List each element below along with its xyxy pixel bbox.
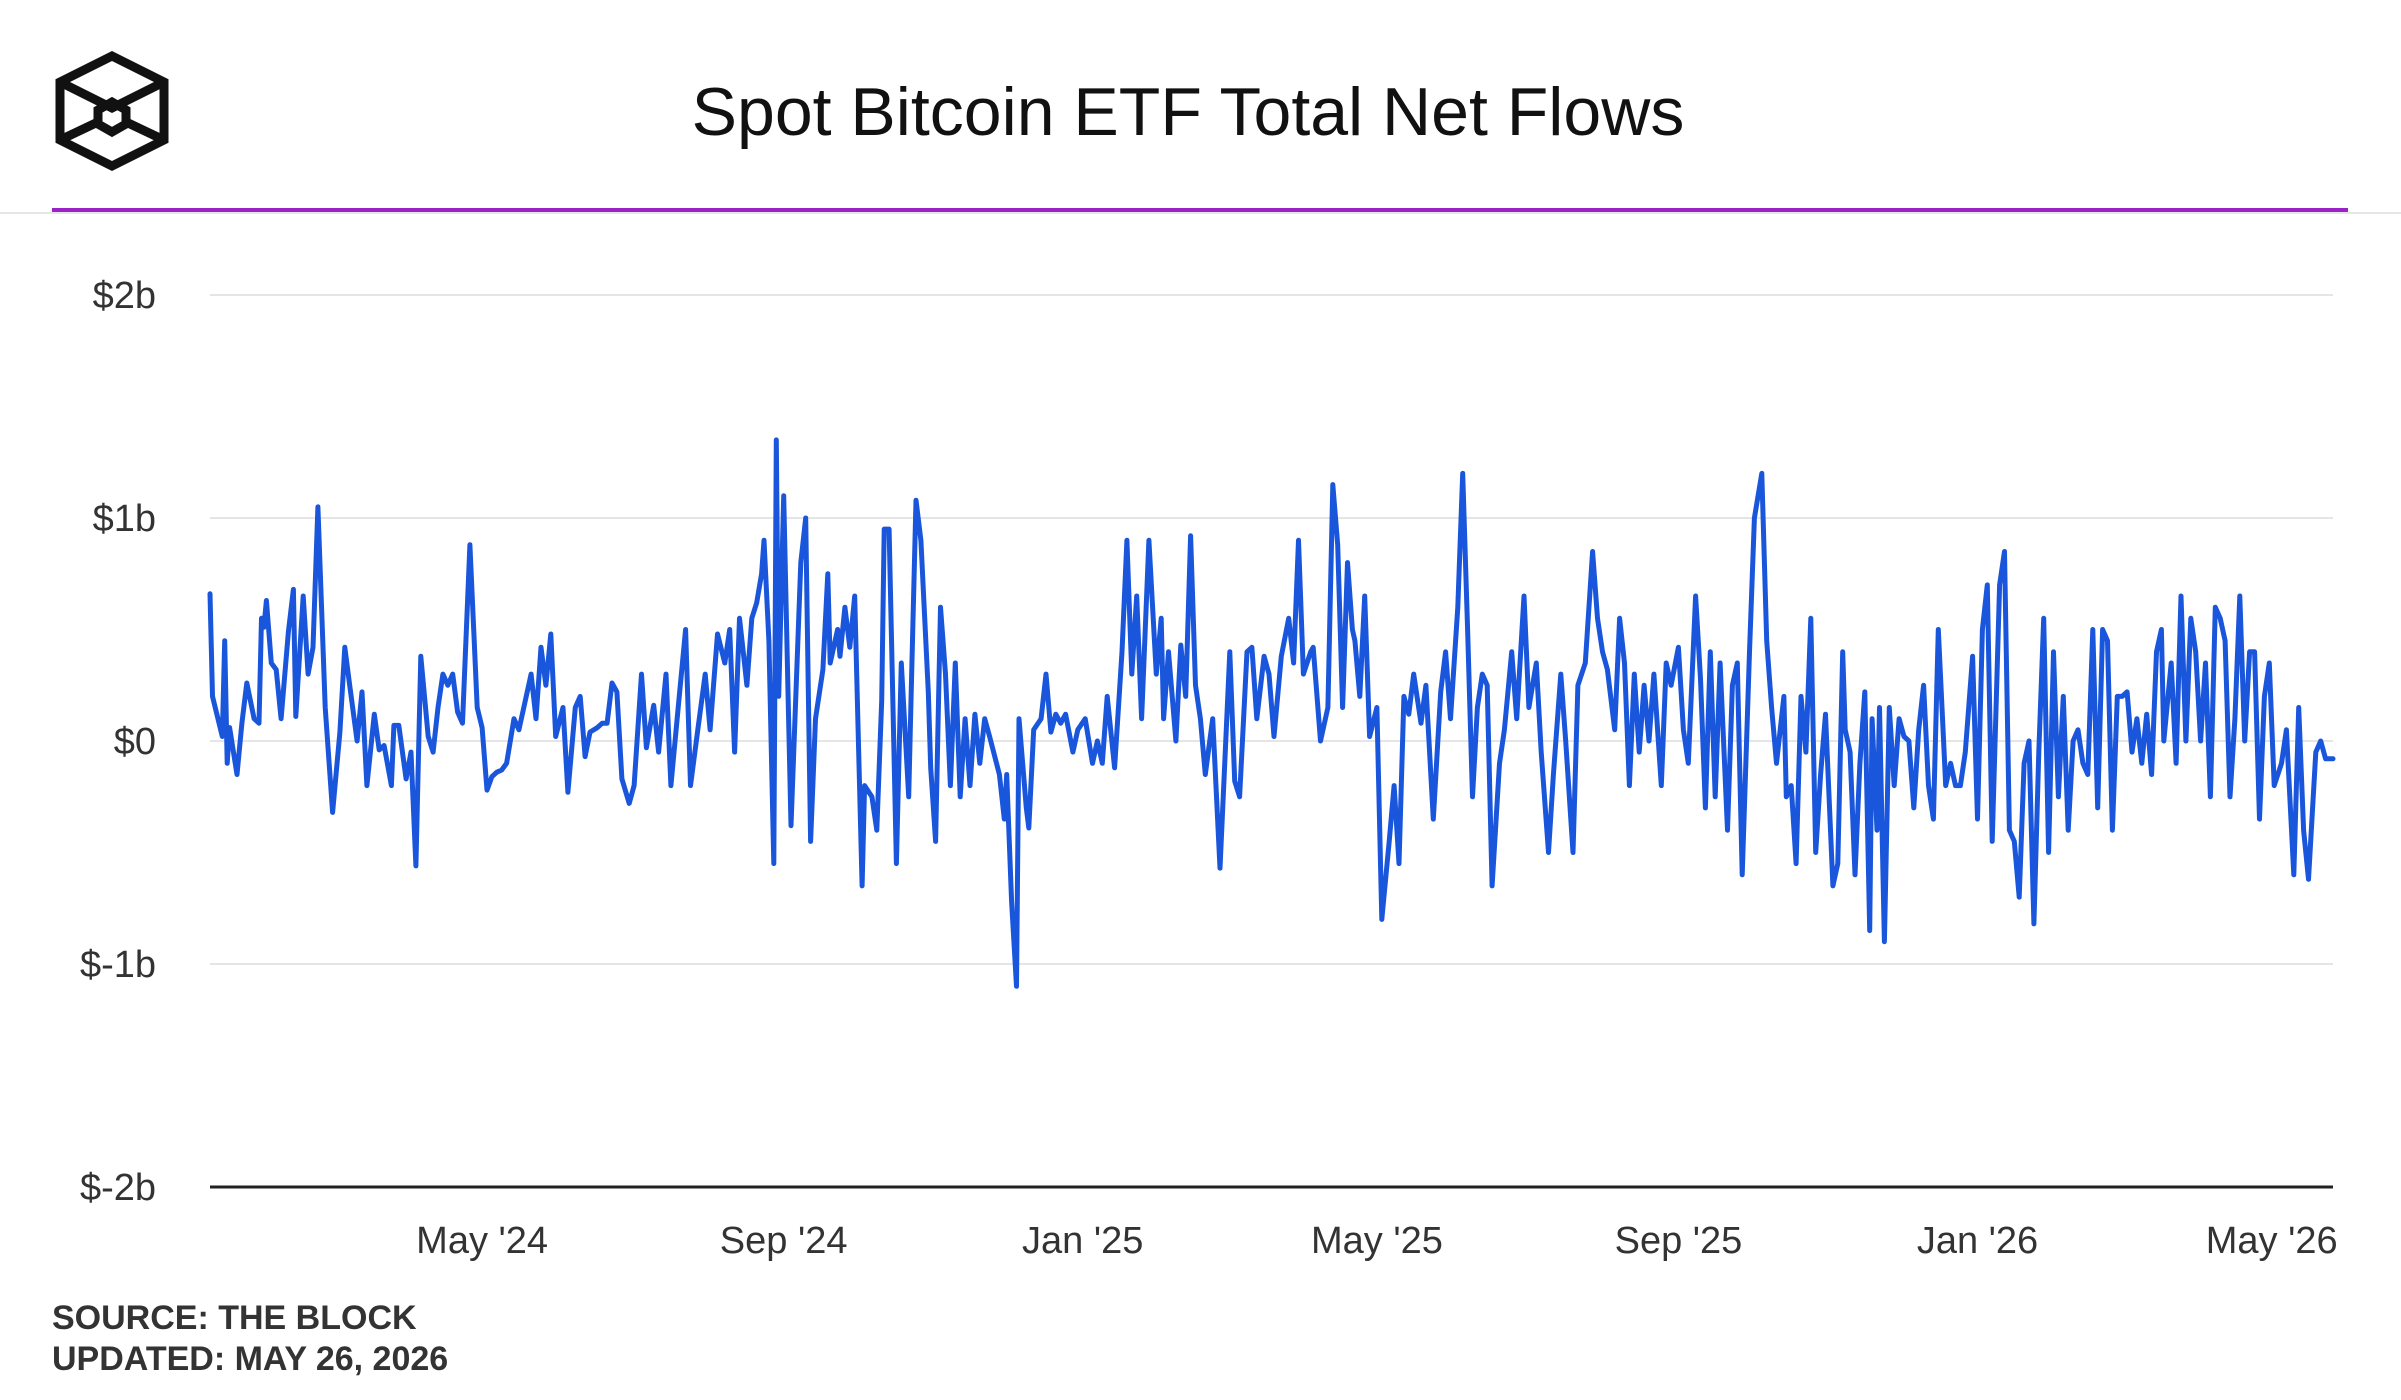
the-block-cube-logo-icon <box>52 50 172 172</box>
x-tick-label: May '26 <box>2206 1220 2338 1262</box>
updated-note: UPDATED: MAY 26, 2026 <box>52 1340 449 1378</box>
y-tick-label: $2b <box>93 275 156 317</box>
x-tick-label: Sep '25 <box>1615 1220 1743 1262</box>
y-axis-ticks: $2b $1b $0 $-1b $-2b <box>80 275 156 1209</box>
net-flows-line-chart: $2b$1b$0$-1b$-2b May '24 Sep '24 Jan '25 Ma… <box>80 275 2338 1262</box>
y-tick-label: $-1b <box>80 944 156 986</box>
chart-footer: SOURCE: THE BLOCK UPDATED: MAY 26, 2026 <box>52 1298 448 1380</box>
series-layer <box>207 437 2336 989</box>
x-tick-label: Jan '26 <box>1917 1220 2038 1262</box>
x-tick-label: May '25 <box>1311 1220 1443 1262</box>
chart-header: Spot Bitcoin ETF Total Net Flows <box>0 0 2401 212</box>
source-note: SOURCE: THE BLOCK <box>52 1299 417 1337</box>
x-tick-label: May '24 <box>416 1220 548 1262</box>
y-tick-label: $0 <box>114 721 156 763</box>
y-tick-label: $-2b <box>80 1167 156 1209</box>
x-tick-label: Jan '25 <box>1022 1220 1143 1262</box>
chart-title: Spot Bitcoin ETF Total Net Flows <box>691 74 1685 150</box>
header-divider <box>0 212 2401 214</box>
x-tick-label: Sep '24 <box>720 1220 848 1262</box>
x-axis-ticks: May '24 Sep '24 Jan '25 May '25 Sep '25 Jan '… <box>416 1220 2337 1262</box>
accent-rule <box>52 208 2348 212</box>
series-line <box>207 437 2336 989</box>
y-tick-label: $1b <box>93 498 156 540</box>
